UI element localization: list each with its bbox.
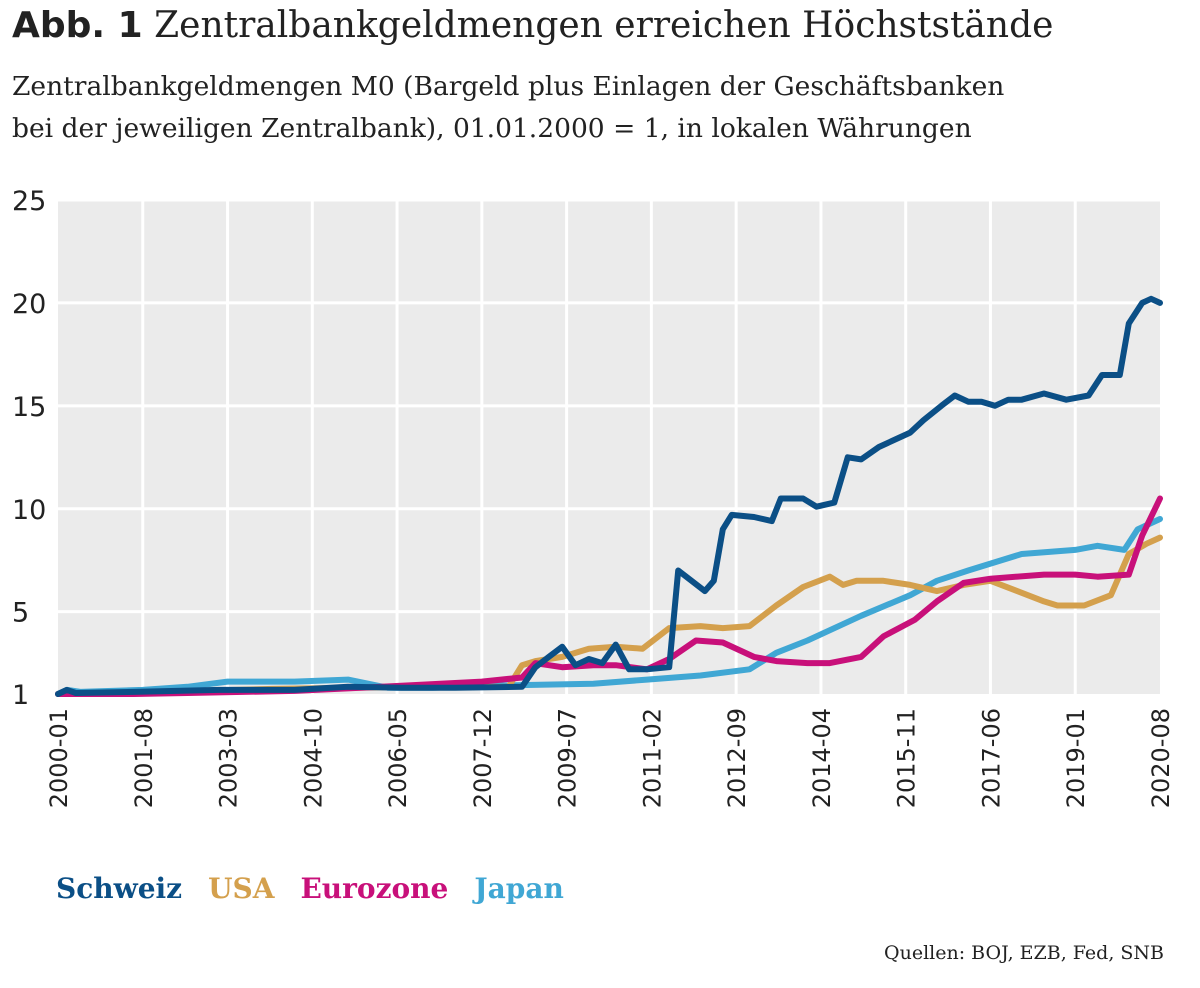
x-tick-label: 2014-04: [808, 708, 836, 808]
series-line-schweiz: [55, 295, 1163, 697]
x-tick-label: 2015-11: [893, 708, 921, 808]
x-tick-label: 2004-10: [299, 708, 327, 808]
legend-item-japan: Japan: [474, 872, 564, 905]
y-tick-label: 5: [12, 598, 29, 629]
legend-item-eurozone: Eurozone: [300, 872, 449, 905]
x-tick-label: 2011-02: [638, 708, 666, 808]
figure-number: Abb. 1: [12, 5, 143, 46]
x-tick-label: 2019-01: [1062, 708, 1090, 808]
chart-subtitle: Zentralbankgeldmengen M0 (Bargeld plus E…: [12, 66, 1162, 150]
series-line-usa: [55, 534, 1163, 697]
y-tick-label: 15: [12, 392, 46, 423]
title-text: Zentralbankgeldmengen erreichen Höchstst…: [154, 5, 1054, 46]
x-tick-label: 2000-01: [45, 708, 73, 808]
y-tick-label: 1: [12, 680, 29, 711]
chart-title: Abb. 1 Zentralbankgeldmengen erreichen H…: [12, 4, 1053, 48]
x-tick-label: 2001-08: [130, 708, 158, 808]
y-tick-label: 20: [12, 289, 46, 320]
x-tick-label: 2009-07: [554, 708, 582, 808]
source-note: Quellen: BOJ, EZB, Fed, SNB: [884, 942, 1164, 964]
series-line-japan: [55, 516, 1163, 697]
series-line-eurozone: [55, 495, 1163, 697]
legend-item-usa: USA: [208, 872, 275, 905]
y-tick-label: 10: [12, 495, 46, 526]
x-tick-label: 2012-09: [723, 708, 751, 808]
x-tick-label: 2007-12: [469, 708, 497, 808]
legend-item-schweiz: Schweiz: [56, 872, 183, 905]
y-tick-label: 25: [12, 186, 46, 217]
x-tick-label: 2020-08: [1147, 708, 1175, 808]
x-tick-label: 2017-06: [977, 708, 1005, 808]
plot-background: [58, 200, 1160, 694]
x-tick-label: 2006-05: [384, 708, 412, 808]
subtitle-line-1: Zentralbankgeldmengen M0 (Bargeld plus E…: [12, 71, 1005, 102]
subtitle-line-2: bei der jeweiligen Zentralbank), 01.01.2…: [12, 113, 972, 144]
legend: Schweiz USA Eurozone Japan: [56, 872, 590, 905]
x-tick-label: 2003-03: [215, 708, 243, 808]
